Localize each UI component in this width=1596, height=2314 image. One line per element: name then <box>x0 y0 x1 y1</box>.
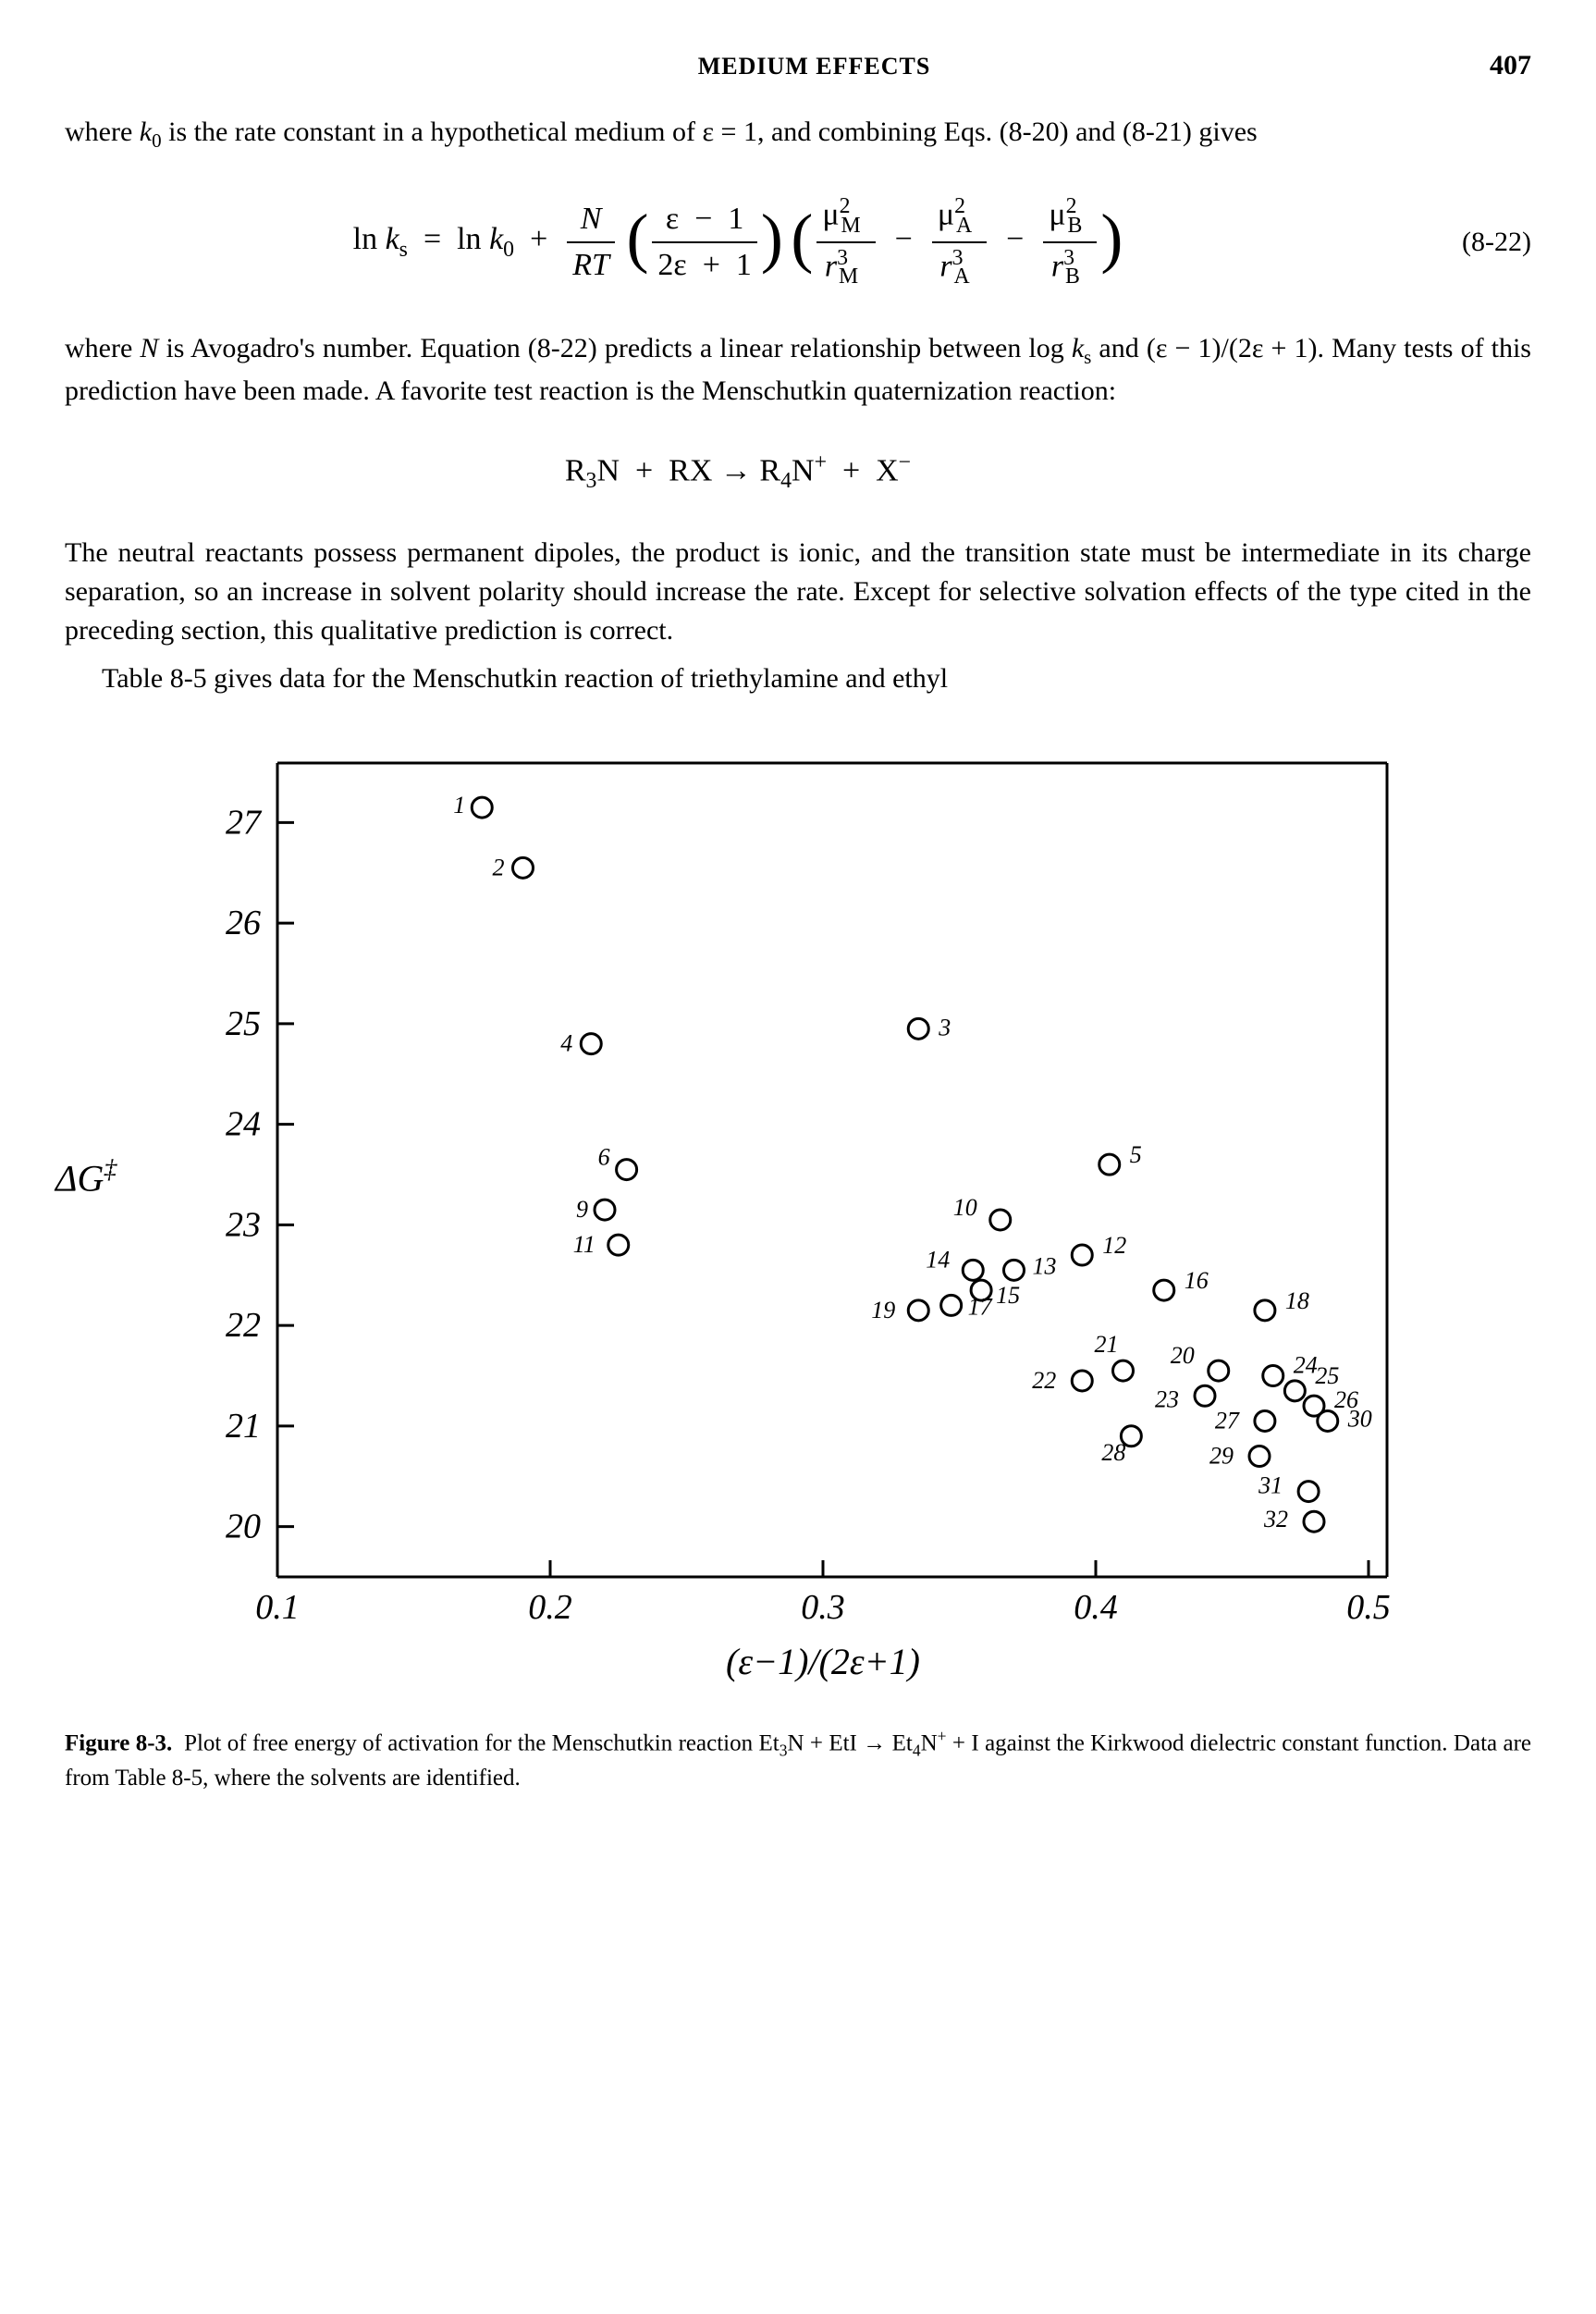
svg-text:14: 14 <box>926 1246 950 1273</box>
svg-text:25: 25 <box>1315 1362 1339 1389</box>
svg-text:0.1: 0.1 <box>255 1588 300 1627</box>
svg-text:28: 28 <box>1101 1439 1125 1466</box>
svg-text:2: 2 <box>493 854 505 880</box>
svg-text:10: 10 <box>953 1194 977 1221</box>
svg-text:21: 21 <box>1095 1331 1119 1358</box>
svg-text:27: 27 <box>226 803 263 842</box>
svg-text:5: 5 <box>1130 1141 1142 1168</box>
svg-text:22: 22 <box>1032 1367 1056 1394</box>
svg-text:0.5: 0.5 <box>1346 1588 1391 1627</box>
svg-text:13: 13 <box>1033 1252 1057 1279</box>
svg-text:12: 12 <box>1102 1232 1126 1259</box>
svg-text:19: 19 <box>871 1297 895 1323</box>
svg-text:21: 21 <box>226 1407 261 1446</box>
equation-8-22: ln ks = ln k0 + NRT (ε − 12ε + 1) (μ2Mr3… <box>65 191 1531 292</box>
paragraph-4: Table 8-5 gives data for the Menschutkin… <box>65 659 1531 698</box>
svg-text:0.4: 0.4 <box>1074 1588 1118 1627</box>
reaction-equation: R3N + RX → R4N+ + X− <box>65 448 1531 497</box>
svg-text:1: 1 <box>453 792 465 819</box>
page-header: MEDIUM EFFECTS 407 <box>65 46 1531 85</box>
reaction-body: R3N + RX → R4N+ + X− <box>65 448 1411 497</box>
svg-text:(ε−1)/(2ε+1): (ε−1)/(2ε+1) <box>726 1641 920 1682</box>
svg-text:24: 24 <box>1294 1352 1318 1379</box>
svg-text:27: 27 <box>1215 1408 1240 1434</box>
text: where <box>65 117 140 147</box>
svg-text:15: 15 <box>996 1282 1020 1309</box>
text: is Avogadro's number. Equation (8-22) pr… <box>158 333 1071 363</box>
svg-text:26: 26 <box>226 904 261 942</box>
text: is the rate constant in a hypothetical m… <box>162 117 1258 147</box>
text: where <box>65 333 140 363</box>
page-number: 407 <box>1490 46 1531 85</box>
svg-text:23: 23 <box>1155 1385 1179 1412</box>
svg-text:23: 23 <box>226 1205 261 1244</box>
svg-text:4: 4 <box>560 1030 572 1057</box>
svg-text:20: 20 <box>1171 1342 1195 1369</box>
scatter-plot: 20212223242526270.10.20.30.40.5(ε−1)/(2ε… <box>120 745 1415 1697</box>
figure-caption: Figure 8-3. Plot of free energy of activ… <box>65 1725 1531 1794</box>
svg-text:16: 16 <box>1185 1267 1209 1294</box>
svg-text:24: 24 <box>226 1105 261 1144</box>
y-axis-label: ΔG‡ <box>55 1151 117 1204</box>
equation-number: (8-22) <box>1411 223 1531 262</box>
text: Plot of free energy of activation for th… <box>184 1730 780 1755</box>
svg-text:0.2: 0.2 <box>528 1588 572 1627</box>
svg-text:3: 3 <box>938 1014 951 1040</box>
svg-text:29: 29 <box>1209 1443 1234 1470</box>
running-head: MEDIUM EFFECTS <box>139 50 1490 83</box>
svg-text:30: 30 <box>1347 1406 1372 1433</box>
paragraph-3: The neutral reactants possess permanent … <box>65 534 1531 650</box>
svg-text:32: 32 <box>1263 1506 1288 1532</box>
figure-8-3-chart: ΔG‡ 20212223242526270.10.20.30.40.5(ε−1)… <box>65 745 1531 1697</box>
svg-text:0.3: 0.3 <box>801 1588 845 1627</box>
svg-text:11: 11 <box>573 1231 595 1258</box>
equation-body: ln ks = ln k0 + NRT (ε − 12ε + 1) (μ2Mr3… <box>65 191 1411 292</box>
svg-text:18: 18 <box>1285 1287 1309 1314</box>
paragraph-2: where N is Avogadro's number. Equation (… <box>65 329 1531 410</box>
svg-text:22: 22 <box>226 1306 261 1345</box>
svg-text:20: 20 <box>226 1508 261 1546</box>
svg-text:6: 6 <box>598 1144 610 1171</box>
caption-label: Figure 8-3. <box>65 1730 172 1755</box>
svg-text:31: 31 <box>1258 1472 1283 1499</box>
svg-text:9: 9 <box>576 1196 588 1223</box>
text: N <box>921 1730 938 1755</box>
svg-text:25: 25 <box>226 1004 261 1043</box>
text: N + EtI → Et <box>787 1730 912 1755</box>
svg-text:17: 17 <box>968 1293 993 1320</box>
paragraph-1: where k0 is the rate constant in a hypot… <box>65 113 1531 154</box>
